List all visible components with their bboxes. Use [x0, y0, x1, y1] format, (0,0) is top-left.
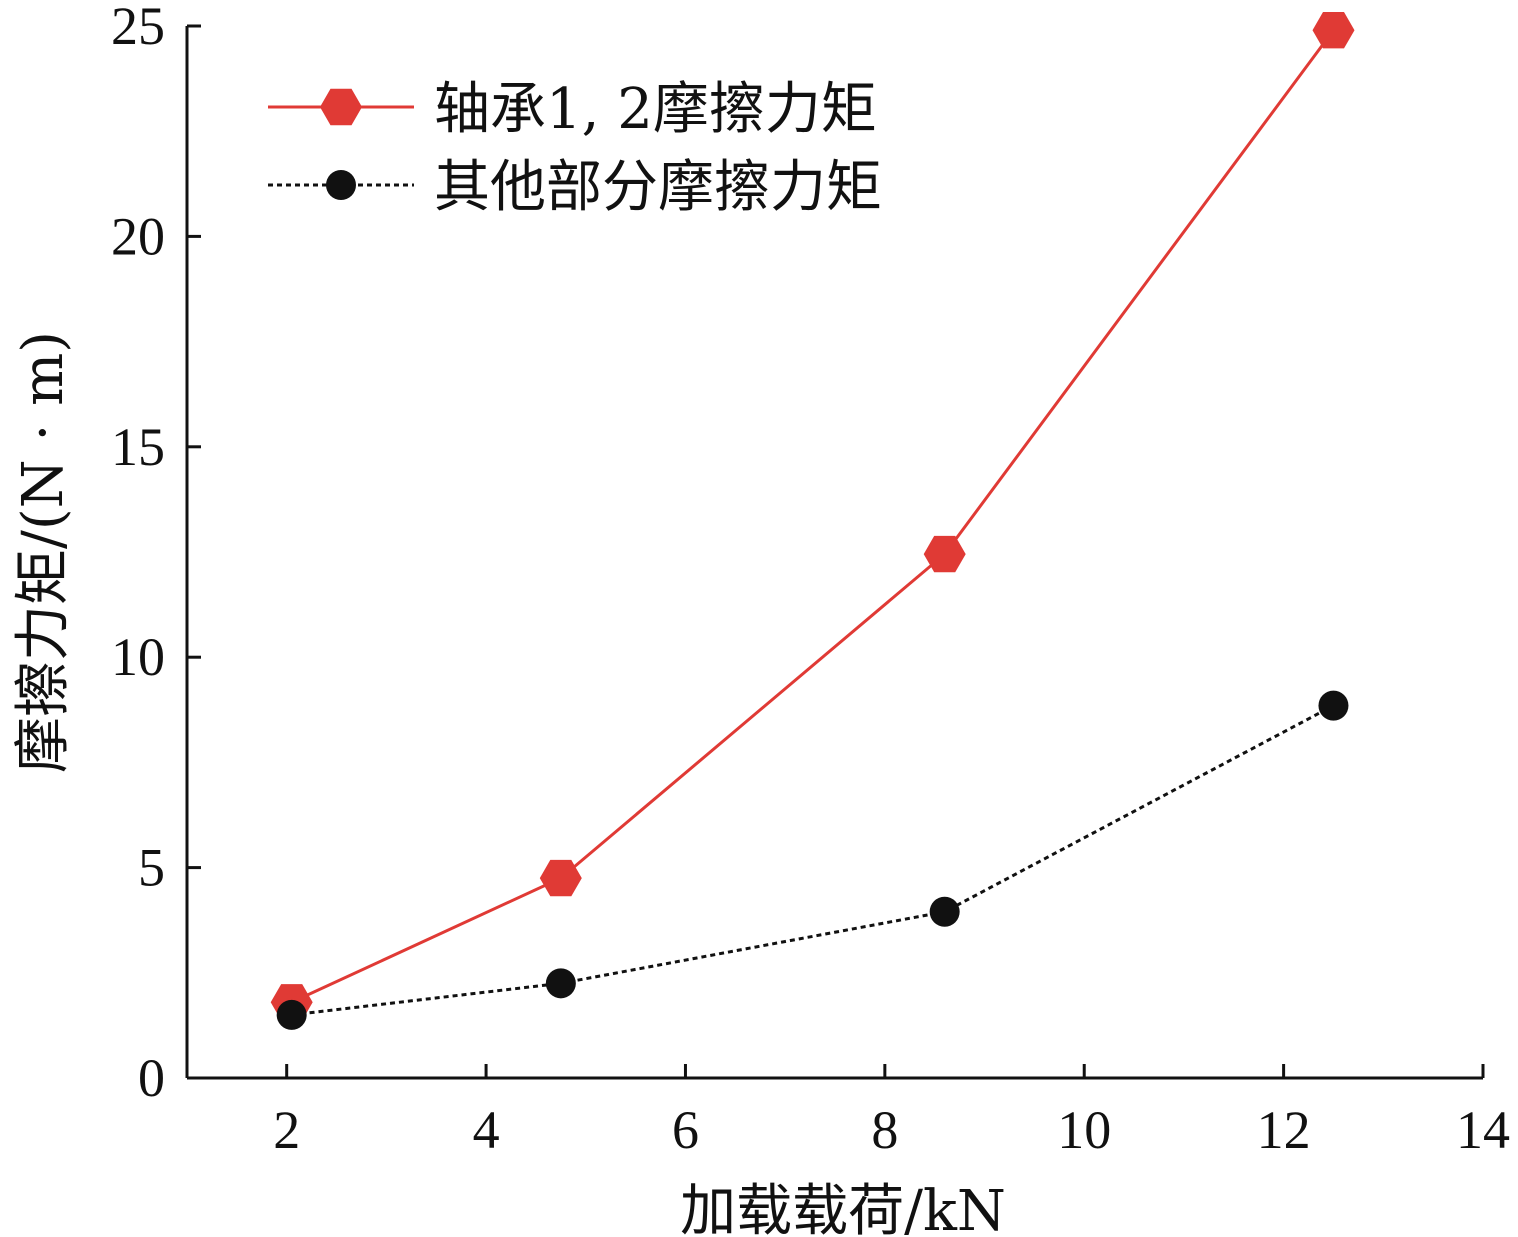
x-axis-title: 加载载荷/kN — [680, 1179, 1006, 1237]
y-tick-label: 10 — [111, 627, 165, 687]
legend-swatch-bearing-marker — [320, 88, 362, 126]
data-point-other — [276, 999, 307, 1030]
x-tick-label: 2 — [273, 1100, 300, 1160]
y-axis-title: 摩擦力矩/(N · m) — [11, 331, 76, 773]
y-tick-label: 0 — [138, 1048, 165, 1108]
x-ticks: 2 4 6 8 10 12 14 — [273, 1064, 1510, 1160]
data-point-bearing — [1312, 12, 1355, 49]
legend-label-bearing: 轴承1, 2摩擦力矩 — [434, 77, 877, 142]
series-line-other — [291, 704, 1335, 1017]
axes — [185, 26, 1483, 1080]
legend-entry-other: 其他部分摩擦力矩 — [268, 155, 882, 220]
x-tick-label: 8 — [871, 1100, 898, 1160]
y-tick-label: 25 — [111, 0, 165, 56]
x-tick-label: 14 — [1456, 1100, 1510, 1160]
data-point-bearing — [539, 859, 582, 897]
legend-swatch-other-marker — [326, 170, 356, 200]
series-layer — [270, 12, 1355, 1030]
y-ticks: 0 5 10 15 20 25 — [111, 0, 201, 1108]
x-tick-label: 6 — [672, 1100, 699, 1160]
data-point-bearing — [923, 535, 966, 573]
series-line-bearing — [291, 29, 1335, 1004]
x-tick-label: 4 — [473, 1100, 500, 1160]
data-point-other — [1318, 690, 1349, 721]
y-tick-label: 5 — [138, 838, 165, 898]
legend: 轴承1, 2摩擦力矩 其他部分摩擦力矩 — [268, 77, 882, 220]
data-point-other — [545, 968, 576, 999]
x-tick-label: 12 — [1257, 1100, 1311, 1160]
y-tick-label: 20 — [111, 206, 165, 266]
legend-entry-bearing: 轴承1, 2摩擦力矩 — [268, 77, 877, 142]
data-point-other — [929, 896, 960, 927]
legend-label-other: 其他部分摩擦力矩 — [434, 155, 882, 220]
x-tick-label: 10 — [1057, 1100, 1111, 1160]
y-tick-label: 15 — [111, 417, 165, 477]
